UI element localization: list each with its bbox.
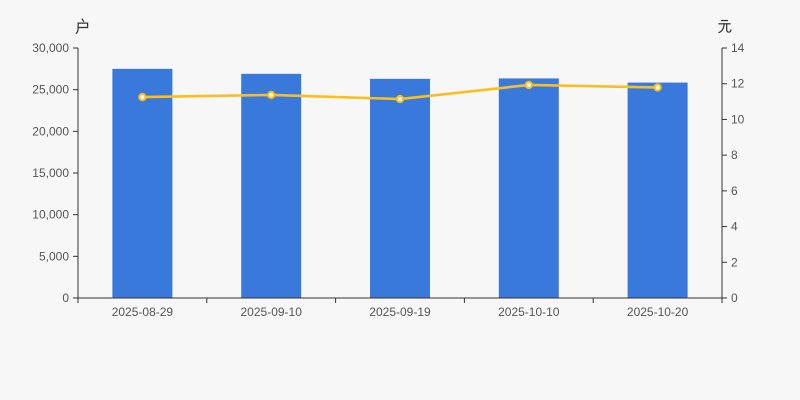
right-axis-tick-label: 10 [731,112,745,126]
left-axis-tick-label: 10,000 [32,208,69,222]
line-point[interactable] [524,80,534,90]
line-point[interactable] [395,94,405,104]
left-axis-tick-label: 25,000 [32,83,69,97]
right-axis-tick-label: 14 [731,41,745,55]
left-axis-tick-label: 20,000 [32,124,69,138]
right-axis-title: 元 [717,18,733,34]
left-axis-title: 户 [75,18,91,34]
left-axis-tick-label: 5,000 [39,249,69,263]
left-axis-tick-label: 15,000 [32,166,69,180]
left-axis-tick-label: 0 [62,291,69,305]
bar[interactable] [241,73,302,298]
yuan-character-glyph [718,19,732,34]
line-point[interactable] [653,83,662,92]
right-axis-tick-label: 8 [731,148,738,162]
hu-character-glyph [75,18,89,34]
right-axis-tick-label: 2 [731,255,738,269]
bar[interactable] [498,78,559,299]
x-axis-category-label: 2025-09-19 [369,305,431,319]
left-axis-tick-label: 30,000 [32,41,69,55]
x-axis-category-label: 2025-10-20 [627,305,689,319]
bar[interactable] [370,78,430,298]
bar[interactable] [627,82,688,298]
x-axis-category-label: 2025-10-10 [498,305,560,319]
line-point[interactable] [267,90,276,100]
x-axis-category-label: 2025-09-10 [241,305,303,319]
right-axis-tick-label: 6 [731,184,738,198]
x-axis-category-label: 2025-08-29 [112,305,174,319]
right-axis-tick-label: 4 [731,220,738,234]
line-point[interactable] [138,92,147,102]
right-axis-tick-label: 12 [731,77,745,91]
bar[interactable] [112,68,173,298]
right-axis-tick-label: 0 [731,291,738,305]
